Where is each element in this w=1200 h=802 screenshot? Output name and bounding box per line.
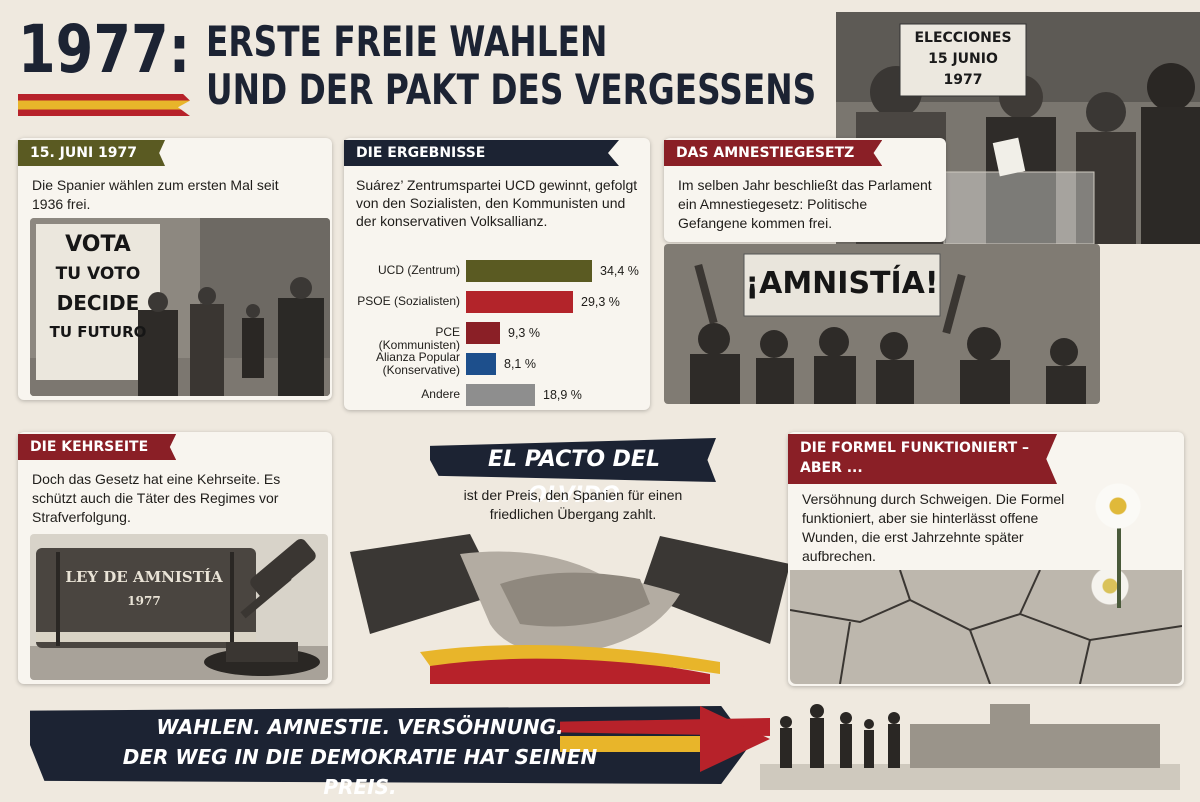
cracked-earth-photo [790, 570, 1182, 684]
parliament-silhouette-photo [760, 694, 1180, 790]
bar-label: PCE (Kommunisten) [378, 325, 460, 352]
header-year: 1977: [18, 11, 191, 88]
ribbon-june-1977: 15. JUNI 1977 [18, 140, 166, 166]
ribbon-formula-line1: DIE FORMEL FUNKTIONIERT – [800, 440, 1030, 456]
bar-label: UCD (Zentrum) [377, 263, 460, 277]
amnesty-banner: ¡AMNISTÍA! [745, 266, 939, 301]
bar [466, 384, 535, 406]
ribbon-results: DIE ERGEBNISSE [344, 140, 619, 166]
ribbon-formula-line2: ABER ... [800, 460, 863, 476]
footer-slogan: WAHLEN. AMNESTIE. VERSÖHNUNG. DER WEG IN… [100, 712, 620, 802]
amnesty-protest-photo: ¡AMNISTÍA! [664, 244, 1100, 404]
book-title: LEY DE AMNISTÍA [65, 568, 223, 586]
june-text: Die Spanier wählen zum ersten Mal seit 1… [32, 177, 279, 212]
people-and-parliament-illustration [760, 704, 1180, 790]
bar-label: Andere [421, 387, 460, 401]
bar-label: PSOE (Sozialisten) [357, 294, 460, 308]
formula-text: Versöhnung durch Schweigen. Die Formel f… [802, 491, 1065, 564]
poster-line-1: VOTA [65, 232, 131, 257]
bar [466, 322, 500, 344]
header-title: ERSTE FREIE WAHLEN UND DER PAKT DES VERG… [206, 18, 816, 114]
footer-arrow-gold [560, 736, 730, 752]
bar [466, 291, 573, 313]
pact-text: ist der Preis, den Spanien für einen fri… [463, 487, 683, 522]
protest-crowd-illustration [664, 244, 1100, 404]
poster-line-2: TU VOTO [55, 264, 141, 284]
bar-label: Alianza Popular (Konservative) [375, 350, 460, 377]
results-bar-chart: UCD (Zentrum) 34,4 % PSOE (Sozialisten) 29,… [354, 258, 644, 408]
flower-stem [1117, 520, 1121, 608]
footer-line1: WAHLEN. AMNESTIE. VERSÖHNUNG. [156, 715, 564, 739]
handshake-icon [350, 534, 790, 684]
ribbon-reverse: DIE KEHRSEITE [18, 434, 177, 460]
bar [466, 353, 496, 375]
daisy-flower-icon [1094, 482, 1142, 530]
footer-line2: DER WEG IN DIE DEMOKRATIE HAT SEINEN PRE… [122, 745, 598, 799]
bar-value-label: 9,3 % [508, 326, 540, 340]
daisy-icon [1090, 570, 1130, 606]
amnesty-text: Im selben Jahr beschließt das Parlament … [678, 177, 932, 231]
election-sign: ELECCIONES 15 JUNIO 1977 [914, 30, 1012, 88]
street-illustration [30, 218, 330, 396]
pact-title: EL PACTO DEL OLVIDO [488, 447, 660, 508]
poster-line-4: TU FUTURO [49, 323, 147, 341]
bar-value-label: 8,1 % [504, 357, 536, 371]
bar-value-label: 29,3 % [581, 295, 620, 309]
spanish-flag-stripe [18, 94, 190, 116]
bar-value-label: 18,9 % [543, 388, 582, 402]
header-title-line2: UND DER PAKT DES VERGESSENS [206, 65, 817, 114]
ribbon-amnesty: DAS AMNESTIEGESETZ [664, 140, 883, 166]
handshake-illustration [350, 524, 790, 684]
bar [466, 260, 592, 282]
street-photo: VOTA TU VOTO DECIDE TU FUTURO [30, 218, 330, 396]
poster-line-3: DECIDE [56, 291, 140, 315]
ribbon-formula: DIE FORMEL FUNKTIONIERT – ABER ... [788, 434, 1058, 484]
pact-title-brush [430, 438, 716, 482]
results-text: Suárez’ Zentrumspartei UCD gewinnt, gefo… [356, 177, 638, 229]
book-year: 1977 [127, 594, 161, 608]
reverse-text: Doch das Gesetz hat eine Kehrseite. Es s… [32, 471, 281, 525]
header-title-line1: ERSTE FREIE WAHLEN [206, 17, 608, 66]
vote-poster: VOTA TU VOTO DECIDE TU FUTURO [40, 230, 156, 346]
book-and-gavel-illustration [30, 534, 328, 680]
amnesty-book-photo: LEY DE AMNISTÍA 1977 [30, 534, 328, 680]
bar-value-label: 34,4 % [600, 264, 639, 278]
